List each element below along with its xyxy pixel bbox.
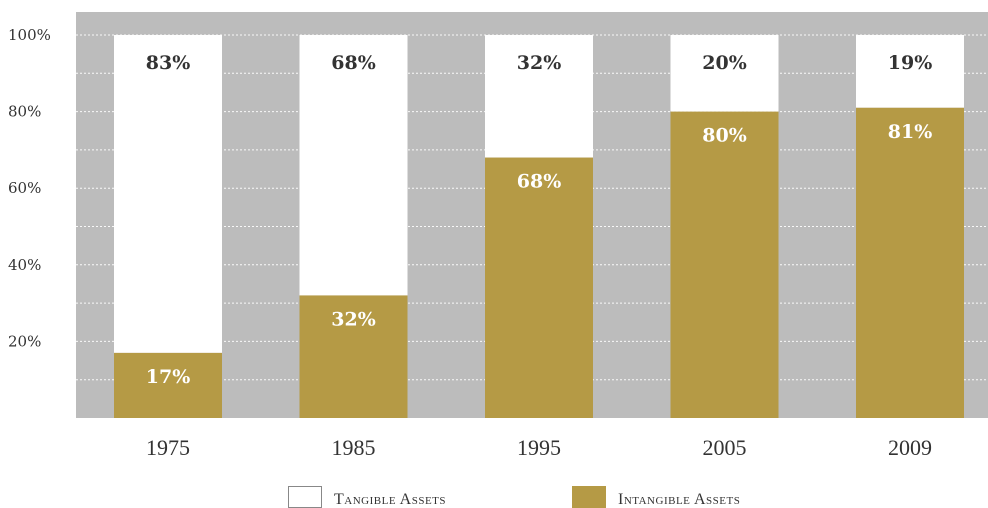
data-label-tangible: 83% — [146, 52, 191, 74]
data-label-tangible: 68% — [331, 52, 376, 74]
y-tick-label: 80% — [8, 103, 41, 121]
data-label-tangible: 20% — [702, 52, 747, 74]
legend-label-intangible: Intangible Assets — [618, 491, 741, 508]
x-tick-label: 1985 — [332, 435, 376, 460]
y-tick-label: 40% — [8, 256, 41, 274]
legend-label-tangible: Tangible Assets — [334, 491, 447, 508]
data-label-intangible: 68% — [517, 171, 562, 193]
x-tick-label: 2009 — [888, 435, 932, 460]
bar-intangible — [299, 295, 408, 418]
data-label-intangible: 17% — [146, 366, 191, 388]
y-tick-label: 60% — [8, 179, 41, 197]
bar-tangible — [856, 35, 964, 108]
y-tick-label: 20% — [8, 332, 41, 350]
x-tick-label: 2005 — [703, 435, 747, 460]
bar-intangible — [485, 157, 593, 418]
legend-swatch-intangible — [572, 486, 606, 508]
bar-intangible — [114, 352, 222, 418]
x-tick-label: 1995 — [517, 435, 561, 460]
bar-tangible — [299, 35, 408, 296]
bar-intangible — [670, 111, 779, 418]
data-label-tangible: 19% — [888, 52, 933, 74]
bar-tangible — [670, 35, 779, 112]
data-label-intangible: 80% — [702, 125, 747, 147]
data-label-intangible: 32% — [331, 308, 376, 330]
data-label-tangible: 32% — [517, 52, 562, 74]
data-label-intangible: 81% — [888, 121, 933, 143]
bar-tangible — [485, 35, 593, 158]
legend-swatch-tangible — [288, 486, 322, 508]
y-tick-label: 100% — [8, 26, 51, 44]
x-tick-label: 1975 — [146, 435, 190, 460]
bar-intangible — [856, 107, 964, 419]
legend-item-intangible: Intangible Assets — [572, 486, 740, 508]
bar-tangible — [114, 35, 222, 353]
stacked-bar-chart: 20% 40% 60% 80% 100% 83% 17% 1975 68% 32% 1985 32% 6… — [8, 12, 988, 460]
legend-item-tangible: Tangible Assets — [288, 486, 446, 508]
